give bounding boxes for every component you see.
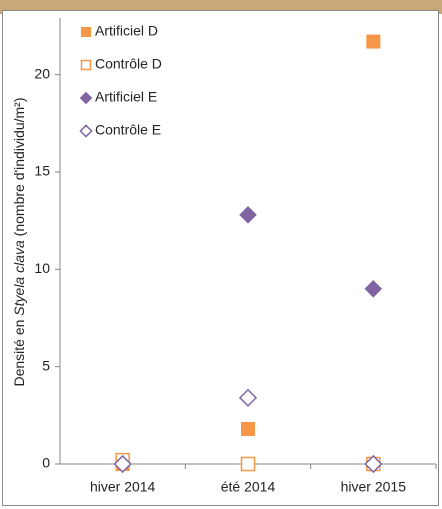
y-tick-label: 0: [42, 455, 50, 471]
point: [242, 422, 255, 435]
legend-label: Contrôle D: [95, 56, 162, 72]
chart: Densité en Styela clava (nombre d'indivi…: [0, 0, 442, 509]
legend-label: Artificiel D: [95, 23, 158, 39]
legend-label: Contrôle E: [95, 122, 161, 138]
point: [242, 458, 255, 471]
y-tick-label: 5: [42, 357, 50, 373]
x-tick-label: hiver 2014: [90, 479, 156, 495]
x-tick-label: hiver 2015: [341, 479, 407, 495]
y-axis-title: Densité en Styela clava (nombre d'indivi…: [11, 97, 27, 386]
legend-marker: [82, 28, 91, 37]
y-axis-title-part: Styela clava: [11, 240, 27, 316]
y-axis-title-part: Densité en: [11, 316, 27, 387]
y-tick-label: 15: [34, 163, 50, 179]
y-tick-label: 20: [34, 65, 50, 81]
legend-label: Artificiel E: [95, 89, 157, 105]
legend-marker: [82, 61, 91, 70]
chart-frame: [3, 11, 439, 506]
point: [367, 35, 380, 48]
x-tick-label: été 2014: [221, 479, 276, 495]
y-axis-title-part: (nombre d'individu/m²): [11, 97, 27, 240]
y-tick-label: 10: [34, 260, 50, 276]
